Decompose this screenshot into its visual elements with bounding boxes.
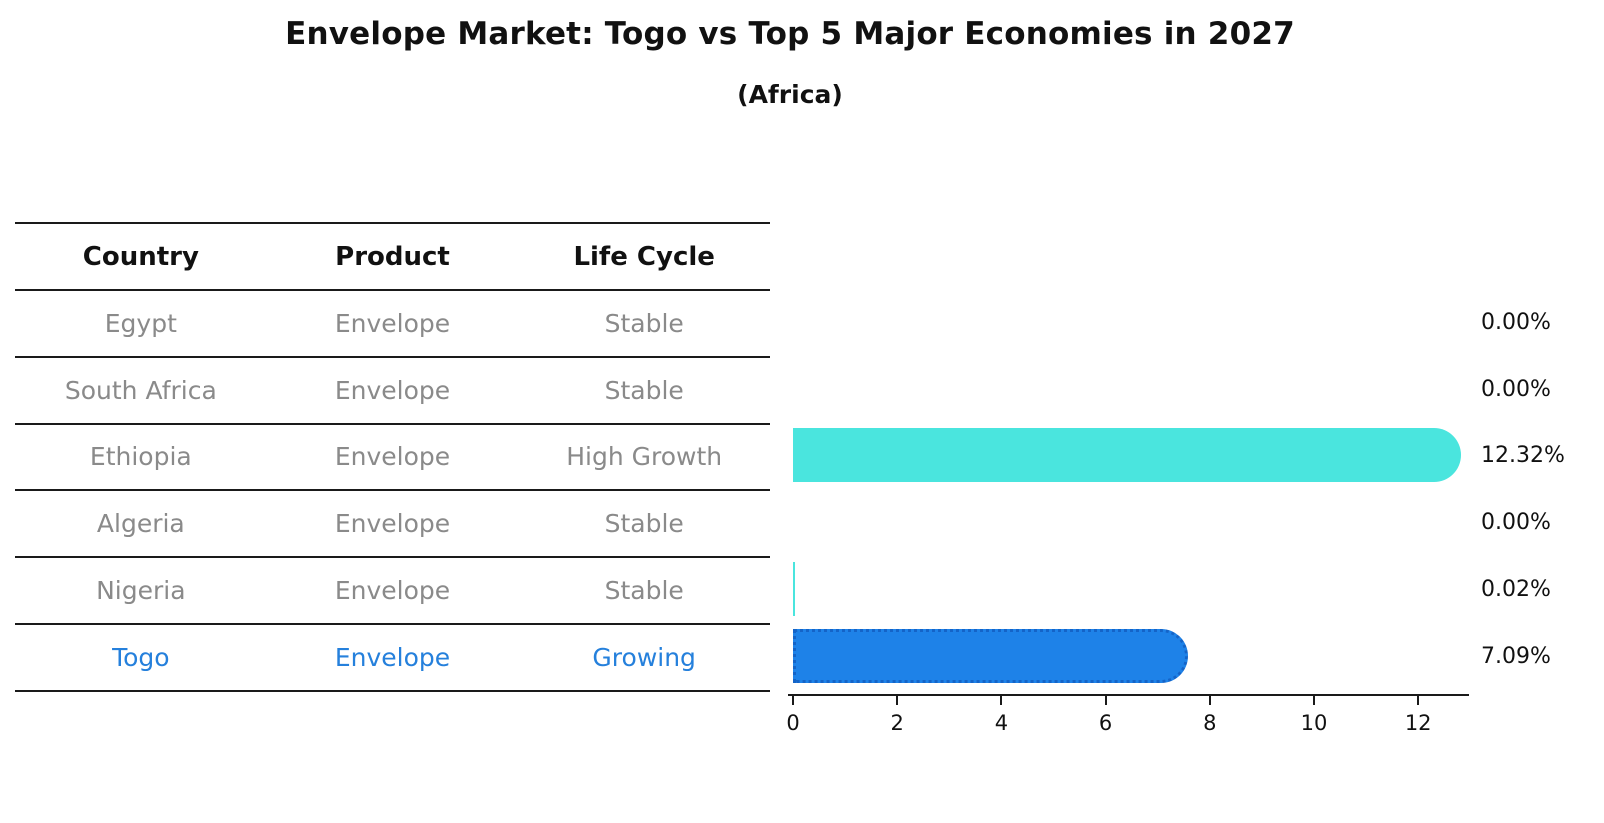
bar-togo <box>793 628 1189 683</box>
table-row-nigeria: Nigeria Envelope Stable <box>15 558 770 625</box>
table-row-algeria: Algeria Envelope Stable <box>15 491 770 559</box>
country-table: Country Product Life Cycle Egypt Envelope… <box>15 222 770 692</box>
table-row-togo: Togo Envelope Growing <box>15 625 770 692</box>
x-tick-label-12: 12 <box>1404 711 1432 735</box>
cell-product: Envelope <box>334 442 451 472</box>
column-header-country: Country <box>82 241 199 272</box>
chart-title: Envelope Market: Togo vs Top 5 Major Eco… <box>285 16 1295 52</box>
table-row-egypt: Egypt Envelope Stable <box>15 291 770 358</box>
value-label-togo: 7.09% <box>1481 643 1551 669</box>
cell-country: Algeria <box>96 509 185 539</box>
cell-product: Envelope <box>334 642 451 672</box>
cell-country: Ethiopia <box>89 442 192 472</box>
table-row-south-africa: South Africa Envelope Stable <box>15 358 770 425</box>
value-label-nigeria: 0.02% <box>1481 576 1551 602</box>
x-tick-mark-12 <box>1417 696 1420 705</box>
x-tick-label-2: 2 <box>890 711 904 735</box>
cell-product: Envelope <box>334 509 451 539</box>
cell-life-cycle: Growing <box>592 642 696 672</box>
cell-country: South Africa <box>64 375 217 405</box>
x-axis <box>788 694 1469 696</box>
x-tick-mark-0 <box>792 696 794 705</box>
column-header-product: Product <box>335 241 450 272</box>
cell-life-cycle: Stable <box>604 576 684 606</box>
bar-ethiopia <box>793 428 1461 483</box>
table-header-row: Country Product Life Cycle <box>15 224 770 291</box>
column-header-life-cycle: Life Cycle <box>573 241 715 272</box>
table-row-ethiopia: Ethiopia Envelope High Growth <box>15 425 770 492</box>
x-tick-mark-10 <box>1313 696 1315 705</box>
cell-country: Egypt <box>104 308 177 338</box>
cell-country: Nigeria <box>96 576 186 606</box>
value-label-egypt: 0.00% <box>1481 309 1551 335</box>
cell-life-cycle: Stable <box>604 509 684 539</box>
x-tick-label-0: 0 <box>786 711 800 735</box>
value-label-algeria: 0.00% <box>1481 510 1551 536</box>
x-tick-label-4: 4 <box>994 711 1009 735</box>
cell-country: Togo <box>112 642 170 672</box>
cell-product: Envelope <box>334 308 451 338</box>
x-tick-mark-2 <box>896 696 899 705</box>
x-tick-mark-6 <box>1104 696 1107 705</box>
x-tick-mark-8 <box>1208 696 1211 705</box>
bar-nigeria <box>793 561 795 616</box>
value-label-ethiopia: 12.32% <box>1481 443 1565 469</box>
x-tick-mark-4 <box>1000 696 1003 705</box>
cell-product: Envelope <box>334 375 451 405</box>
x-tick-label-8: 8 <box>1203 711 1217 735</box>
cell-product: Envelope <box>334 576 451 606</box>
cell-life-cycle: Stable <box>604 375 684 405</box>
x-tick-label-6: 6 <box>1098 711 1113 735</box>
chart-subtitle: (Africa) <box>737 80 843 109</box>
x-tick-label-10: 10 <box>1300 711 1328 735</box>
cell-life-cycle: High Growth <box>566 442 723 472</box>
cell-life-cycle: Stable <box>604 308 684 338</box>
value-label-south-africa: 0.00% <box>1481 376 1551 402</box>
